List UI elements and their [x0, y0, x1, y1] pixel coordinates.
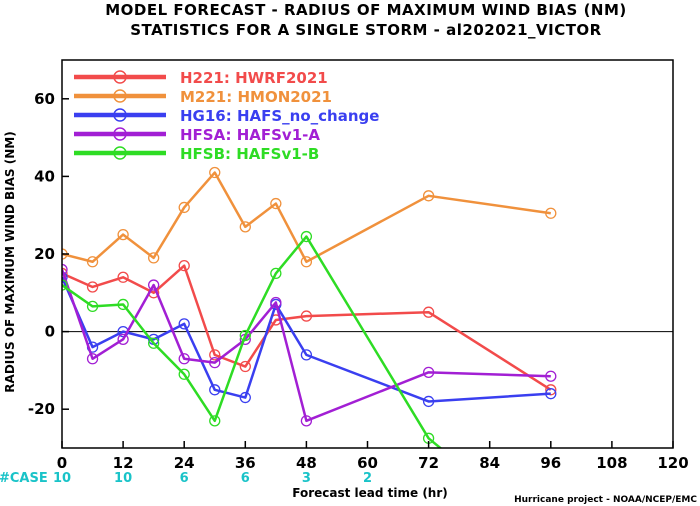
data-point [209, 384, 221, 396]
data-point [178, 259, 190, 272]
x-tick-label: 120 [657, 454, 688, 472]
x-axis: 0 12 24 36 48 60 72 84 96 108 120 [57, 441, 689, 472]
data-point [86, 300, 99, 313]
data-point [147, 337, 160, 349]
data-point [147, 252, 160, 264]
data-point [545, 370, 557, 382]
series-line-4 [62, 235, 443, 448]
y-tick-label: 20 [34, 245, 55, 263]
data-point [239, 391, 251, 404]
data-point [62, 271, 68, 283]
data-point [422, 366, 435, 378]
legend-label: HFSB: HAFSv1-B [180, 145, 319, 163]
legend-marker [113, 127, 127, 141]
data-point [270, 267, 282, 280]
data-point [239, 360, 251, 373]
data-point [62, 263, 68, 276]
y-tick-label: 60 [34, 90, 55, 108]
data-point [270, 296, 282, 309]
x-tick-label: 12 [113, 454, 134, 472]
y-tick-label: -20 [28, 400, 55, 418]
data-point [270, 197, 282, 210]
data-point [300, 310, 313, 322]
x-tick-label: 36 [235, 454, 256, 472]
case-count: 10 [53, 471, 71, 486]
case-label: #CASE [0, 471, 48, 486]
y-axis: -20 0 20 40 60 [28, 90, 69, 418]
data-point [422, 190, 435, 202]
data-point [86, 353, 99, 365]
data-point [117, 271, 129, 283]
x-tick-label: 96 [540, 454, 561, 472]
data-point [209, 415, 221, 427]
data-point [86, 281, 99, 293]
x-tick-label: 84 [479, 454, 500, 472]
case-count: 6 [180, 471, 189, 486]
chart-subtitle: STATISTICS FOR A SINGLE STORM - al202021… [130, 21, 602, 39]
legend-marker [113, 146, 127, 160]
data-point [239, 329, 251, 342]
series-line-0 [62, 264, 552, 391]
data-point [209, 356, 221, 369]
x-tick-label: 48 [296, 454, 317, 472]
x-tick-label: 72 [418, 454, 439, 472]
x-axis-label: Forecast lead time (hr) [292, 486, 448, 500]
legend-label: M221: HMON2021 [180, 88, 332, 106]
data-point [300, 349, 313, 361]
y-axis-label: RADIUS OF MAXIMUM WIND BIAS (NM) [3, 131, 17, 392]
x-tick-label: 24 [174, 454, 195, 472]
y-tick-label: 40 [34, 167, 55, 185]
data-point [86, 256, 99, 268]
data-point [178, 353, 190, 365]
data-point [117, 228, 129, 241]
x-tick-label: 0 [57, 454, 67, 472]
data-point [209, 166, 221, 179]
data-point [178, 201, 190, 214]
data-point [178, 368, 190, 380]
legend-label: HFSA: HAFSv1-A [180, 126, 320, 144]
legend-label: H221: HWRF2021 [180, 69, 328, 87]
credit-text: Hurricane project - NOAA/NCEP/EMC [514, 495, 697, 505]
x-tick-label: 108 [596, 454, 627, 472]
data-point [62, 267, 68, 280]
data-point [545, 388, 557, 400]
y-tick-label: 0 [45, 323, 55, 341]
data-point [62, 279, 68, 291]
case-count: 6 [241, 471, 250, 486]
legend-marker [113, 89, 127, 103]
data-point [300, 256, 313, 268]
data-point [422, 395, 435, 408]
legend-marker [113, 108, 127, 122]
data-point [239, 221, 251, 233]
series-line-1 [62, 171, 551, 264]
series-line-3 [62, 269, 551, 423]
case-count: 3 [302, 471, 311, 486]
legend-marker [113, 70, 127, 84]
data-point [117, 298, 129, 311]
data-point [454, 459, 464, 469]
data-point [178, 318, 190, 330]
case-count: 10 [114, 471, 132, 486]
case-count: 2 [363, 471, 372, 486]
chart-title: MODEL FORECAST - RADIUS OF MAXIMUM WIND … [105, 1, 627, 19]
data-point [147, 279, 160, 291]
data-point [300, 415, 313, 427]
x-tick-label: 60 [357, 454, 378, 472]
series-group [62, 166, 557, 469]
data-point [209, 349, 221, 361]
data-point [117, 333, 129, 346]
data-point [422, 306, 435, 318]
series-line-2 [62, 276, 551, 403]
legend-label: HG16: HAFS_no_change [180, 107, 379, 125]
data-point [300, 230, 313, 243]
data-point [545, 207, 557, 219]
case-counts: 10 10 6 6 3 2 [53, 471, 372, 486]
